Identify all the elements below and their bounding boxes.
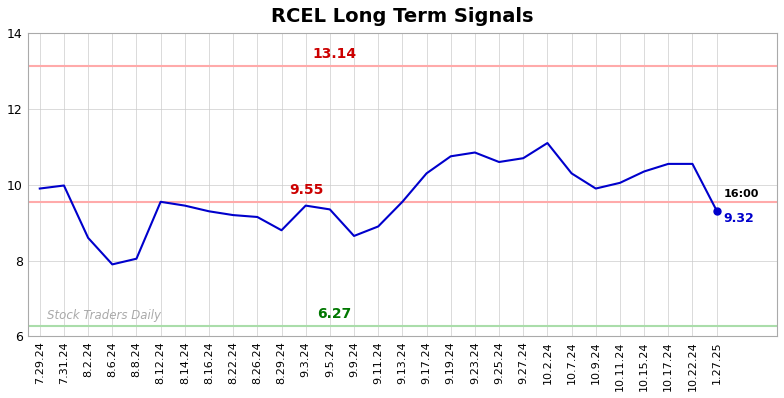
Text: Stock Traders Daily: Stock Traders Daily: [47, 309, 161, 322]
Title: RCEL Long Term Signals: RCEL Long Term Signals: [271, 7, 534, 26]
Text: 13.14: 13.14: [312, 47, 356, 61]
Text: 9.55: 9.55: [289, 183, 323, 197]
Text: 9.32: 9.32: [724, 213, 755, 225]
Text: 16:00: 16:00: [724, 189, 759, 199]
Text: 6.27: 6.27: [317, 307, 351, 321]
